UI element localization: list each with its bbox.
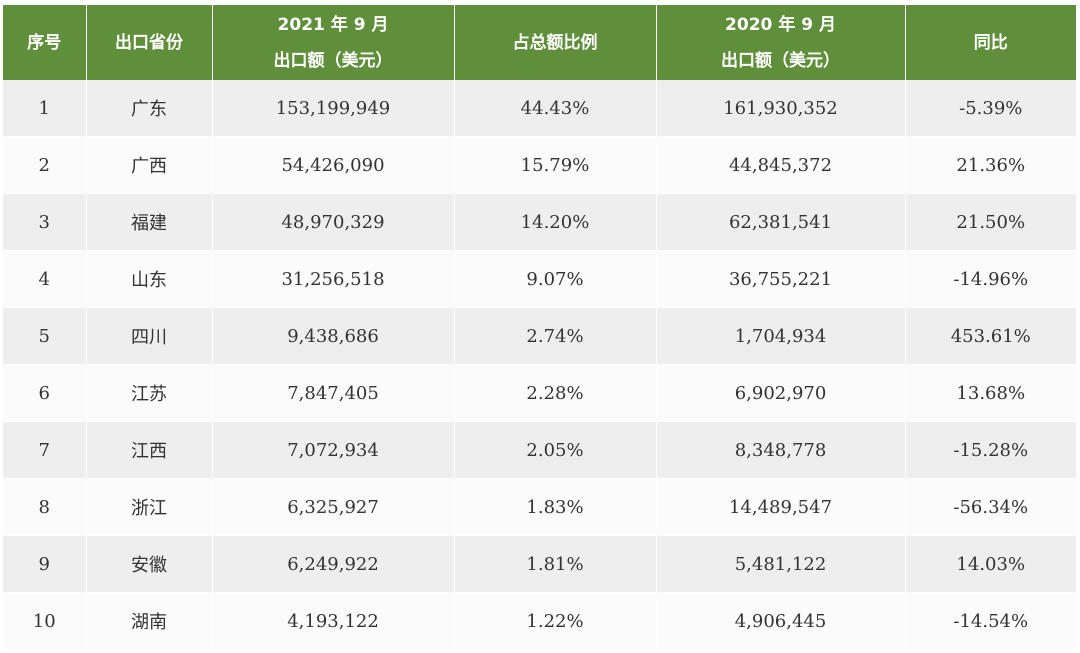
header-amount-2020-label: 出口额（美元） <box>721 50 840 71</box>
cell-seq: 10 <box>3 592 87 650</box>
cell-share: 2.74% <box>454 307 657 365</box>
cell-share: 15.79% <box>454 136 657 194</box>
cell-province: 山东 <box>86 250 213 308</box>
cell-share: 9.07% <box>454 250 657 308</box>
cell-yoy: -15.28% <box>905 421 1076 479</box>
table-row: 2 广西 54,426,090 15.79% 44,845,372 21.36% <box>3 136 1076 194</box>
cell-province: 广西 <box>86 136 213 194</box>
cell-amount-2020: 36,755,221 <box>656 250 906 308</box>
cell-share: 14.20% <box>454 193 657 251</box>
table-row: 7 江西 7,072,934 2.05% 8,348,778 -15.28% <box>3 421 1076 479</box>
cell-amount-2021: 54,426,090 <box>212 136 455 194</box>
cell-amount-2020: 14,489,547 <box>656 478 906 536</box>
cell-seq: 3 <box>3 193 87 251</box>
cell-amount-2020: 1,704,934 <box>656 307 906 365</box>
cell-seq: 8 <box>3 478 87 536</box>
cell-province: 安徽 <box>86 535 213 593</box>
cell-yoy: 13.68% <box>905 364 1076 422</box>
header-yoy: 同比 <box>905 5 1076 80</box>
cell-yoy: 21.36% <box>905 136 1076 194</box>
table-header-row: 序号 出口省份 2021 年 9 月 出口额（美元） 占总额比例 2020 年 … <box>3 5 1076 80</box>
cell-province: 浙江 <box>86 478 213 536</box>
cell-province: 湖南 <box>86 592 213 650</box>
export-table: 序号 出口省份 2021 年 9 月 出口额（美元） 占总额比例 2020 年 … <box>3 5 1076 650</box>
table-row: 4 山东 31,256,518 9.07% 36,755,221 -14.96% <box>3 250 1076 308</box>
header-amount-2021-label: 出口额（美元） <box>273 50 393 71</box>
cell-yoy: 453.61% <box>905 307 1076 365</box>
cell-seq: 9 <box>3 535 87 593</box>
cell-yoy: -14.54% <box>905 592 1076 650</box>
cell-share: 2.28% <box>454 364 657 422</box>
header-amount-2021: 2021 年 9 月 出口额（美元） <box>212 5 455 80</box>
cell-amount-2020: 44,845,372 <box>656 136 906 194</box>
cell-amount-2021: 31,256,518 <box>212 250 455 308</box>
table-row: 1 广东 153,199,949 44.43% 161,930,352 -5.39% <box>3 80 1076 137</box>
cell-amount-2020: 5,481,122 <box>656 535 906 593</box>
cell-seq: 1 <box>3 80 87 137</box>
cell-yoy: -56.34% <box>905 478 1076 536</box>
cell-amount-2021: 6,249,922 <box>212 535 455 593</box>
cell-seq: 7 <box>3 421 87 479</box>
table-body: 1 广东 153,199,949 44.43% 161,930,352 -5.39% 2 广西… <box>3 80 1076 650</box>
header-seq: 序号 <box>3 5 87 80</box>
cell-province: 福建 <box>86 193 213 251</box>
cell-seq: 5 <box>3 307 87 365</box>
cell-amount-2020: 4,906,445 <box>656 592 906 650</box>
table-row: 6 江苏 7,847,405 2.28% 6,902,970 13.68% <box>3 364 1076 422</box>
cell-amount-2021: 6,325,927 <box>212 478 455 536</box>
cell-amount-2020: 6,902,970 <box>656 364 906 422</box>
cell-province: 江苏 <box>86 364 213 422</box>
table-row: 10 湖南 4,193,122 1.22% 4,906,445 -14.54% <box>3 592 1076 650</box>
cell-amount-2021: 7,072,934 <box>212 421 455 479</box>
cell-yoy: -5.39% <box>905 80 1076 137</box>
cell-share: 2.05% <box>454 421 657 479</box>
cell-amount-2021: 48,970,329 <box>212 193 455 251</box>
header-amount-2020: 2020 年 9 月 出口额（美元） <box>656 5 906 80</box>
cell-share: 1.81% <box>454 535 657 593</box>
cell-share: 1.83% <box>454 478 657 536</box>
cell-amount-2021: 153,199,949 <box>212 80 455 137</box>
header-share: 占总额比例 <box>454 5 657 80</box>
cell-seq: 4 <box>3 250 87 308</box>
cell-province: 广东 <box>86 80 213 137</box>
cell-seq: 6 <box>3 364 87 422</box>
table-row: 5 四川 9,438,686 2.74% 1,704,934 453.61% <box>3 307 1076 365</box>
table-row: 3 福建 48,970,329 14.20% 62,381,541 21.50% <box>3 193 1076 251</box>
export-table-container: 序号 出口省份 2021 年 9 月 出口额（美元） 占总额比例 2020 年 … <box>3 5 1076 650</box>
header-amount-2020-date: 2020 年 9 月 <box>725 14 836 35</box>
header-province: 出口省份 <box>86 5 213 80</box>
cell-province: 四川 <box>86 307 213 365</box>
cell-share: 44.43% <box>454 80 657 137</box>
cell-amount-2020: 8,348,778 <box>656 421 906 479</box>
cell-yoy: -14.96% <box>905 250 1076 308</box>
cell-share: 1.22% <box>454 592 657 650</box>
table-row: 8 浙江 6,325,927 1.83% 14,489,547 -56.34% <box>3 478 1076 536</box>
cell-yoy: 21.50% <box>905 193 1076 251</box>
header-amount-2021-date: 2021 年 9 月 <box>277 14 389 35</box>
cell-seq: 2 <box>3 136 87 194</box>
cell-yoy: 14.03% <box>905 535 1076 593</box>
cell-amount-2021: 7,847,405 <box>212 364 455 422</box>
cell-province: 江西 <box>86 421 213 479</box>
cell-amount-2021: 9,438,686 <box>212 307 455 365</box>
cell-amount-2021: 4,193,122 <box>212 592 455 650</box>
table-row: 9 安徽 6,249,922 1.81% 5,481,122 14.03% <box>3 535 1076 593</box>
cell-amount-2020: 62,381,541 <box>656 193 906 251</box>
cell-amount-2020: 161,930,352 <box>656 80 906 137</box>
